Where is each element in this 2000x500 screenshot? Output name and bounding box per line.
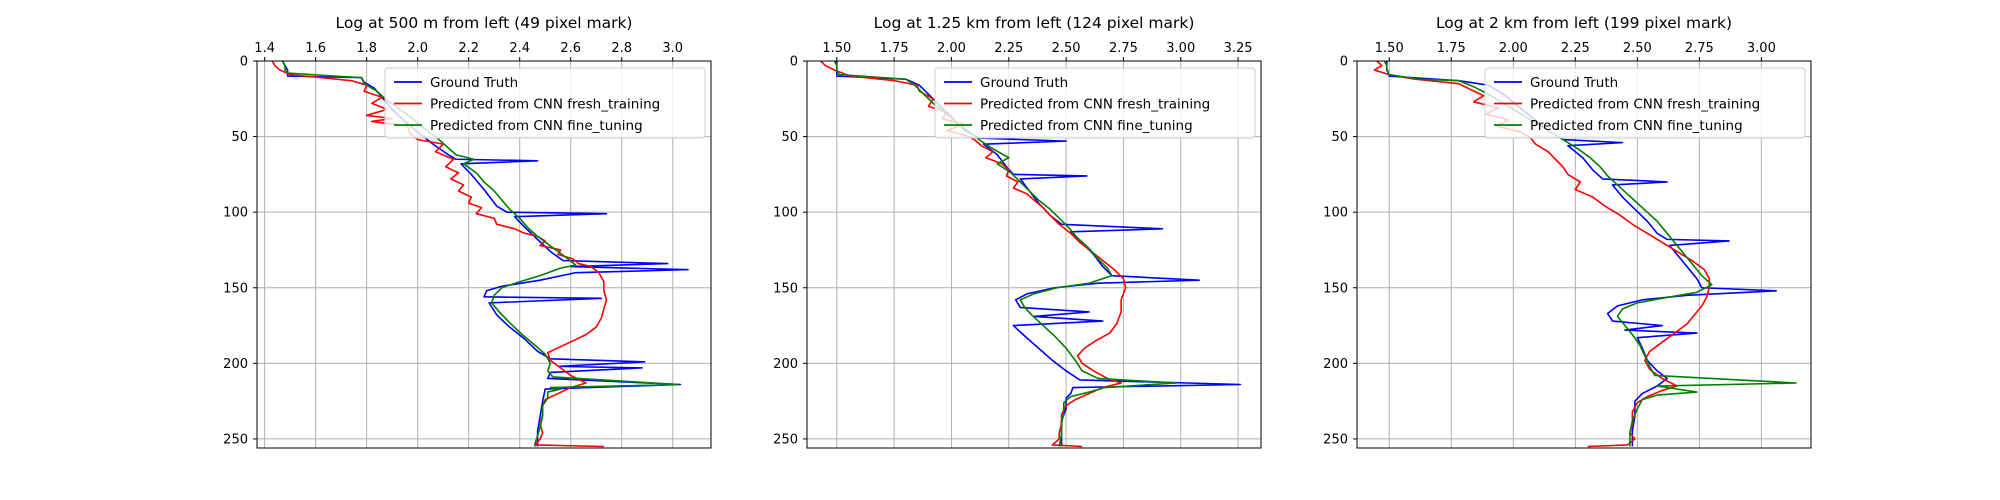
legend-label: Predicted from CNN fresh_training bbox=[1530, 97, 1760, 113]
x-tick-label: 3.0 bbox=[662, 41, 683, 56]
x-tick-label: 2.6 bbox=[560, 41, 581, 56]
legend-label: Predicted from CNN fresh_training bbox=[430, 97, 660, 113]
x-tick-label: 1.75 bbox=[1437, 41, 1466, 56]
y-tick-label: 50 bbox=[231, 130, 248, 145]
legend-box bbox=[384, 67, 706, 139]
y-tick-label: 250 bbox=[1323, 432, 1348, 447]
x-tick-label: 2.0 bbox=[407, 41, 428, 56]
legend-label: Ground Truth bbox=[1530, 75, 1618, 91]
panel-1: 1.4 1.6 1.8 2.0 2.2 2.4 2.6 2.8 3.0 0 50 100 150 200 2… bbox=[223, 14, 712, 449]
x-tick-label: 1.50 bbox=[1375, 41, 1404, 56]
x-tick-label: 2.25 bbox=[994, 41, 1023, 56]
y-tick-label: 250 bbox=[773, 432, 798, 447]
x-tick-label: 1.6 bbox=[305, 41, 326, 56]
x-tick-label: 2.00 bbox=[937, 41, 966, 56]
y-tick-label: 0 bbox=[240, 55, 248, 70]
y-tick-label: 200 bbox=[1323, 357, 1348, 372]
legend: Ground Truth Predicted from CNN fresh_tra… bbox=[384, 67, 706, 139]
y-tick-label: 100 bbox=[1323, 206, 1348, 221]
legend-label: Predicted from CNN fine_tuning bbox=[430, 118, 643, 134]
y-tick-label: 0 bbox=[1340, 55, 1348, 70]
x-tick-label: 2.50 bbox=[1623, 41, 1652, 56]
panel-3: 1.50 1.75 2.00 2.25 2.50 2.75 3.00 0 50 100 150 200… bbox=[1323, 14, 1812, 449]
axes-frame bbox=[806, 60, 1262, 449]
x-tick-label: 2.4 bbox=[509, 41, 530, 56]
legend-label: Ground Truth bbox=[430, 75, 518, 91]
y-tick-label: 150 bbox=[1323, 281, 1348, 296]
x-tick-label: 3.00 bbox=[1166, 41, 1195, 56]
legend-label: Predicted from CNN fresh_training bbox=[980, 97, 1210, 113]
legend-box bbox=[1484, 67, 1806, 139]
series-line-3 bbox=[833, 61, 1177, 447]
x-tick-label: 2.00 bbox=[1499, 41, 1528, 56]
x-tick-label: 2.2 bbox=[458, 41, 479, 56]
x-tick-label: 1.8 bbox=[356, 41, 377, 56]
y-tick-label: 200 bbox=[223, 357, 248, 372]
y-tick-label: 100 bbox=[223, 206, 248, 221]
legend-label: Ground Truth bbox=[980, 75, 1068, 91]
x-tick-label: 2.75 bbox=[1685, 41, 1714, 56]
x-tick-label: 3.00 bbox=[1747, 41, 1776, 56]
x-tick-label: 1.50 bbox=[822, 41, 851, 56]
x-tick-label: 1.4 bbox=[254, 41, 275, 56]
y-tick-label: 100 bbox=[773, 206, 798, 221]
x-tick-label: 2.50 bbox=[1052, 41, 1081, 56]
x-tick-label: 2.8 bbox=[611, 41, 632, 56]
axes-frame bbox=[256, 60, 712, 449]
axes-frame bbox=[1356, 60, 1812, 449]
legend-box bbox=[934, 67, 1256, 139]
panel-title: Log at 2 km from left (199 pixel mark) bbox=[1436, 14, 1732, 32]
legend: Ground Truth Predicted from CNN fresh_tra… bbox=[934, 67, 1256, 139]
legend-label: Predicted from CNN fine_tuning bbox=[1530, 118, 1743, 134]
legend: Ground Truth Predicted from CNN fresh_tra… bbox=[1484, 67, 1806, 139]
legend-label: Predicted from CNN fine_tuning bbox=[980, 118, 1193, 134]
y-tick-label: 150 bbox=[223, 281, 248, 296]
series-line-2 bbox=[271, 61, 608, 448]
y-tick-label: 150 bbox=[773, 281, 798, 296]
y-tick-label: 50 bbox=[781, 130, 798, 145]
y-tick-label: 0 bbox=[790, 55, 798, 70]
x-tick-label: 1.75 bbox=[880, 41, 909, 56]
panel-title: Log at 1.25 km from left (124 pixel mark… bbox=[874, 14, 1195, 32]
x-tick-label: 3.25 bbox=[1224, 41, 1253, 56]
x-tick-label: 2.25 bbox=[1561, 41, 1590, 56]
x-tick-label: 2.75 bbox=[1109, 41, 1138, 56]
y-tick-label: 250 bbox=[223, 432, 248, 447]
y-tick-label: 50 bbox=[1331, 130, 1348, 145]
panel-2: 1.50 1.75 2.00 2.25 2.50 2.75 3.00 3.25 0 50 100 15… bbox=[773, 14, 1262, 449]
panel-title: Log at 500 m from left (49 pixel mark) bbox=[336, 14, 633, 32]
y-tick-label: 200 bbox=[773, 357, 798, 372]
